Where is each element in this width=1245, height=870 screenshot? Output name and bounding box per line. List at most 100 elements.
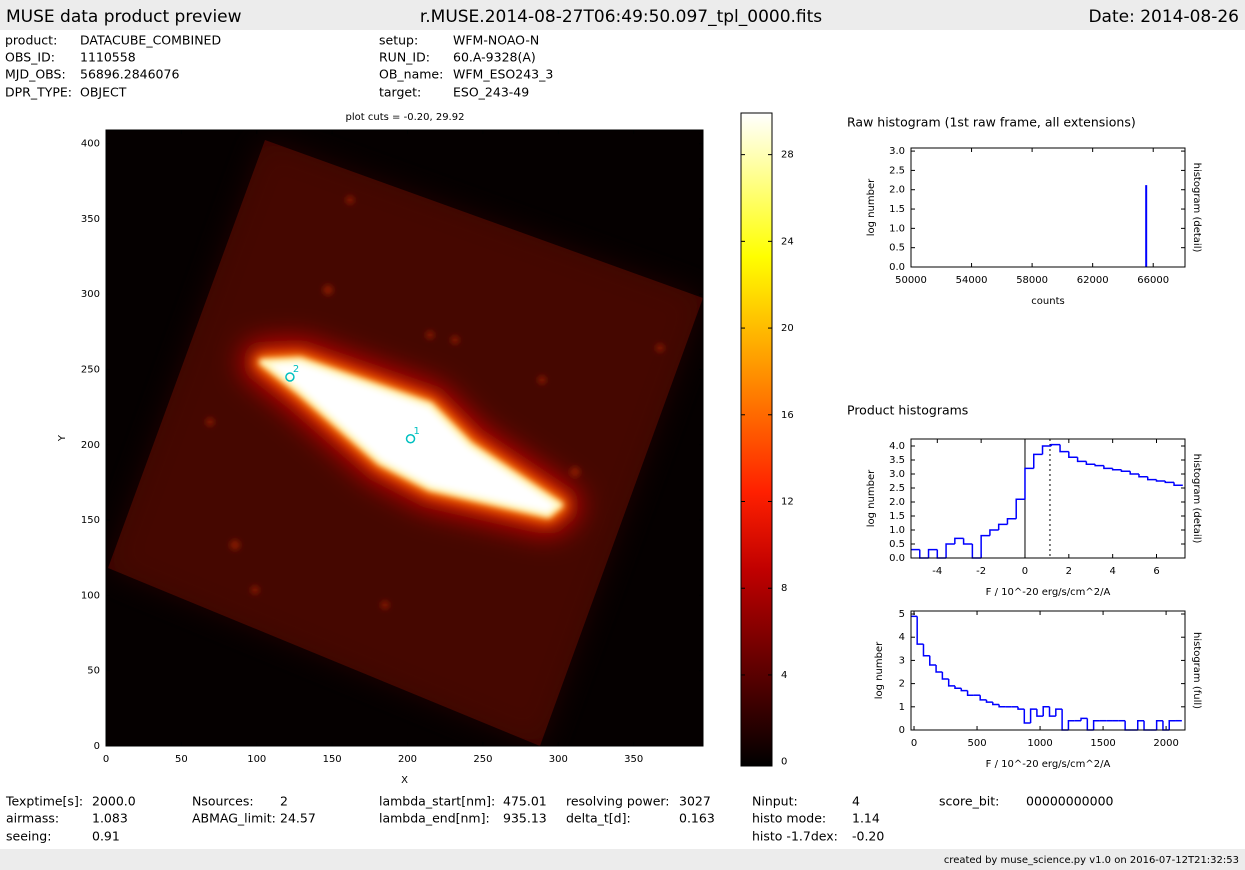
histogram-step bbox=[1029, 708, 1037, 724]
header-bar bbox=[0, 0, 1245, 30]
histogram-step bbox=[935, 665, 943, 673]
y-tick-label: 2.5 bbox=[889, 483, 905, 494]
x-tick-label: 200 bbox=[398, 754, 417, 765]
y-tick-label: 400 bbox=[81, 139, 100, 150]
histogram-step bbox=[1120, 469, 1131, 472]
histogram-step bbox=[966, 690, 974, 696]
info-value: WFM_ESO243_3 bbox=[453, 67, 553, 82]
histogram-step bbox=[980, 534, 990, 558]
histogram-step bbox=[979, 695, 987, 701]
histogram-step bbox=[1086, 718, 1094, 731]
y-tick-label: 3.0 bbox=[889, 146, 905, 157]
y-tick-label: 300 bbox=[81, 289, 100, 300]
stat-label: resolving power: bbox=[566, 794, 670, 809]
stat-label: ABMAG_limit: bbox=[192, 811, 276, 826]
y-tick-label: 1.5 bbox=[889, 511, 905, 522]
stat-value: 2 bbox=[280, 794, 288, 809]
info-value: 60.A-9328(A) bbox=[453, 50, 536, 65]
x-tick-label: 4 bbox=[1109, 566, 1115, 577]
y-tick-label: 1 bbox=[899, 702, 905, 713]
date: Date: 2014-08-26 bbox=[1088, 7, 1239, 27]
histogram-step bbox=[1017, 706, 1025, 710]
x-tick-label: 2 bbox=[1066, 566, 1072, 577]
stat-label: Ninput: bbox=[752, 794, 798, 809]
y-tick-label: 5 bbox=[899, 609, 905, 620]
histogram-step bbox=[1173, 482, 1183, 486]
y-tick-label: 16 bbox=[781, 410, 794, 421]
source-marker bbox=[285, 372, 295, 382]
x-tick-label: 54000 bbox=[956, 275, 988, 286]
x-tick-label: 1000 bbox=[1027, 738, 1052, 749]
histogram-step bbox=[1036, 709, 1044, 717]
info-label: DPR_TYPE: bbox=[5, 85, 72, 100]
y2-axis-label: histogram (full) bbox=[1191, 632, 1202, 709]
y-tick-label: 24 bbox=[781, 236, 794, 247]
x-tick-label: 50 bbox=[175, 754, 188, 765]
stat-label: seeing: bbox=[6, 829, 51, 844]
info-value: ESO_243-49 bbox=[453, 85, 529, 100]
stat-value: -0.20 bbox=[852, 829, 884, 844]
info-label: target: bbox=[379, 85, 421, 100]
histogram-step bbox=[1136, 719, 1145, 730]
x-tick-label: 0 bbox=[1022, 566, 1028, 577]
stat-label: histo -1.7dex: bbox=[752, 829, 838, 844]
histogram-step bbox=[927, 548, 938, 558]
x-axis-label: X bbox=[401, 775, 408, 786]
histogram-step bbox=[1024, 467, 1034, 500]
x-axis-label: F / 10^-20 erg/s/cm^2/A bbox=[986, 759, 1111, 770]
axes-frame bbox=[910, 610, 1186, 731]
y-tick-label: 4 bbox=[899, 632, 905, 643]
histogram-step bbox=[1138, 474, 1148, 478]
histogram-step bbox=[1076, 457, 1087, 463]
axes-frame bbox=[910, 147, 1186, 268]
x-tick-label: 0 bbox=[103, 754, 109, 765]
y-tick-label: 0.0 bbox=[889, 262, 905, 273]
info-label: OBS_ID: bbox=[5, 50, 55, 65]
colorbar bbox=[741, 113, 772, 766]
histogram-step bbox=[954, 537, 964, 544]
histogram-step bbox=[1068, 451, 1078, 458]
y-axis-label: log number bbox=[874, 641, 885, 699]
x-tick-label: 350 bbox=[624, 754, 643, 765]
histogram-step bbox=[919, 549, 929, 559]
histogram-step bbox=[1129, 471, 1139, 475]
stat-label: histo mode: bbox=[752, 811, 826, 826]
histogram-step bbox=[941, 672, 949, 680]
y-tick-label: 1.0 bbox=[889, 525, 905, 536]
histogram-step bbox=[1033, 453, 1043, 469]
y-tick-label: 20 bbox=[781, 323, 794, 334]
x-tick-label: 300 bbox=[549, 754, 568, 765]
histogram-step bbox=[1103, 465, 1113, 470]
histogram-step bbox=[992, 702, 1000, 706]
y-tick-label: 0.0 bbox=[889, 553, 905, 564]
histogram-step bbox=[947, 678, 955, 687]
info-label: OB_name: bbox=[379, 67, 443, 82]
x-tick-label: 50000 bbox=[895, 275, 927, 286]
x-tick-label: 250 bbox=[473, 754, 492, 765]
y-tick-label: 3.0 bbox=[889, 469, 905, 480]
y-tick-label: 50 bbox=[87, 666, 100, 677]
x-tick-label: 0 bbox=[911, 738, 917, 749]
source-label: 1 bbox=[414, 426, 420, 437]
axes-frame bbox=[740, 112, 773, 767]
histogram-step bbox=[1042, 706, 1050, 717]
histogram-step bbox=[1015, 498, 1025, 519]
histogram-step bbox=[997, 523, 1008, 530]
histogram-step bbox=[1048, 706, 1056, 717]
x-tick-label: 1500 bbox=[1090, 738, 1115, 749]
stat-value: 475.01 bbox=[503, 794, 547, 809]
histogram-step bbox=[1061, 709, 1069, 731]
histogram-step bbox=[998, 704, 1006, 708]
stat-label: lambda_end[nm]: bbox=[379, 811, 490, 826]
histogram-step bbox=[916, 616, 924, 645]
y-axis-label: log number bbox=[866, 178, 877, 236]
histogram-step bbox=[1155, 479, 1166, 482]
y-tick-label: 0 bbox=[94, 741, 100, 752]
histogram-step bbox=[1050, 443, 1061, 446]
info-value: WFM-NOAO-N bbox=[453, 33, 539, 48]
stat-label: Nsources: bbox=[192, 794, 254, 809]
y2-axis-label: histogram (detail) bbox=[1191, 454, 1202, 544]
stat-label: delta_t[d]: bbox=[566, 811, 631, 826]
info-value: 1110558 bbox=[80, 50, 136, 65]
